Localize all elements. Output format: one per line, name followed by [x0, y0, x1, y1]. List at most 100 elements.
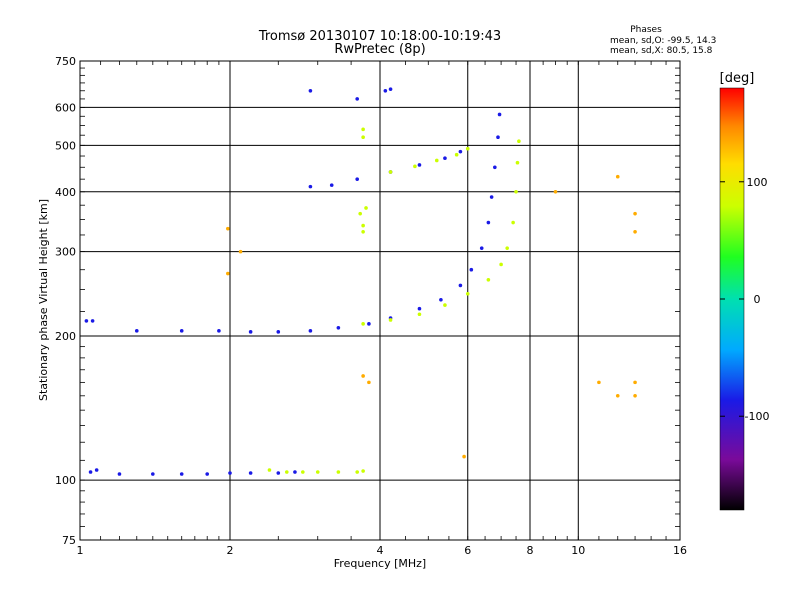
x-tick-labels: 1 2 4 6 8 10 16: [77, 544, 688, 557]
data-point: [308, 88, 313, 93]
data-point: [308, 329, 313, 333]
data-point: [329, 183, 334, 187]
chart-title: Tromsø 20130107 10:18:00-10:19:43: [258, 29, 501, 44]
data-point: [514, 189, 518, 194]
data-point: [489, 195, 494, 199]
data-point: [434, 158, 439, 163]
data-point: [361, 229, 365, 234]
grid-lines: [80, 61, 680, 540]
x-axis-label: Frequency [MHz]: [334, 557, 426, 570]
data-point: [486, 220, 491, 225]
data-point: [361, 127, 365, 132]
data-point: [284, 470, 289, 474]
y-tick-label: 500: [55, 139, 76, 152]
data-point: [454, 152, 459, 157]
data-point: [458, 283, 463, 288]
data-point: [615, 174, 620, 179]
x-tick-label: 2: [227, 544, 234, 557]
data-point: [361, 322, 365, 326]
colorbar-tick-label: -100: [745, 410, 770, 423]
data-point: [90, 319, 95, 323]
x-tick-label: 6: [464, 544, 471, 557]
data-point: [293, 470, 297, 474]
data-point: [226, 271, 230, 276]
data-point: [439, 297, 443, 302]
phases-o-stats: mean, sd,O: -99.5, 14.3: [610, 36, 716, 46]
data-point: [413, 164, 417, 169]
data-point: [633, 394, 637, 398]
data-point: [462, 454, 466, 459]
data-point: [364, 206, 368, 210]
data-point: [205, 472, 209, 476]
data-point: [597, 380, 601, 385]
data-point: [388, 87, 393, 91]
data-point: [499, 262, 503, 267]
data-point: [505, 246, 509, 250]
y-axis-label: Stationary phase Virtual Height [km]: [37, 199, 50, 401]
data-point: [469, 267, 474, 272]
y-tick-label: 100: [55, 474, 76, 487]
data-point: [276, 471, 281, 475]
data-point: [134, 329, 139, 333]
y-tick-label: 600: [55, 101, 76, 114]
data-point: [248, 471, 253, 475]
data-point: [615, 394, 620, 398]
data-point: [361, 135, 365, 139]
data-point: [179, 329, 184, 333]
chart-subtitle: RwPretec (8p): [334, 42, 425, 57]
data-point: [94, 468, 99, 472]
data-point: [383, 88, 388, 93]
data-point: [117, 472, 122, 476]
y-tick-label: 300: [55, 246, 76, 259]
data-point: [88, 470, 93, 474]
data-point: [84, 319, 89, 323]
data-point: [267, 468, 272, 472]
data-point: [361, 223, 365, 228]
colorbar-tick-label: 0: [754, 293, 761, 306]
data-point: [367, 380, 371, 385]
data-point: [388, 170, 393, 174]
x-tick-label: 16: [673, 544, 687, 557]
data-point: [238, 249, 243, 254]
y-tick-label: 75: [62, 534, 76, 547]
data-point: [443, 156, 447, 161]
data-point: [301, 470, 305, 474]
data-point: [443, 303, 447, 307]
data-point: [355, 177, 359, 181]
data-point: [479, 246, 484, 250]
data-point: [493, 165, 497, 170]
data-point: [361, 374, 365, 378]
data-point: [553, 189, 558, 194]
data-point: [367, 322, 371, 326]
data-point: [336, 326, 341, 330]
phases-x-stats: mean, sd,X: 80.5, 15.8: [610, 46, 713, 56]
x-tick-label: 1: [77, 544, 84, 557]
data-point: [465, 291, 470, 296]
data-point: [486, 277, 491, 282]
colorbar-ticks: 100 0 -100: [720, 176, 769, 423]
data-point: [497, 112, 502, 117]
data-point: [417, 163, 422, 167]
axis-ticks: [80, 61, 680, 540]
phases-heading: Phases: [630, 25, 662, 35]
data-point: [633, 380, 637, 385]
data-point: [633, 229, 637, 234]
colorbar-label: [deg]: [720, 71, 755, 86]
data-point: [633, 211, 637, 216]
y-tick-label: 200: [55, 330, 76, 343]
data-point: [315, 470, 320, 474]
x-tick-label: 8: [527, 544, 534, 557]
data-point: [308, 184, 313, 189]
data-point: [276, 330, 281, 334]
y-tick-label: 400: [55, 186, 76, 199]
data-point: [217, 329, 221, 333]
data-point: [226, 226, 230, 231]
data-point: [517, 139, 521, 144]
x-tick-label: 4: [377, 544, 384, 557]
data-point: [336, 470, 341, 474]
y-tick-labels: 75 100 200 300 400 500 600 750: [55, 55, 76, 547]
data-point: [358, 211, 362, 216]
data-point: [458, 149, 463, 154]
data-point: [179, 472, 184, 476]
